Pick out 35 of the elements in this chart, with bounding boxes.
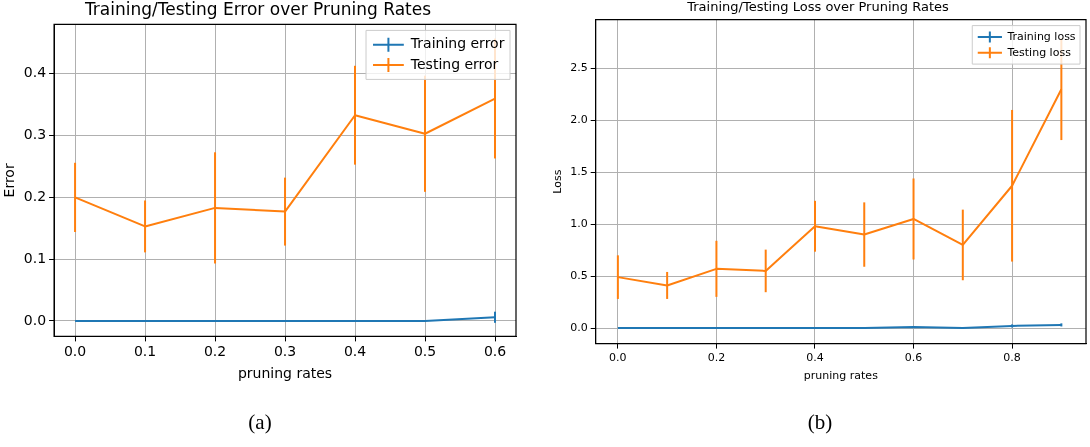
x-tick-label: 0.0: [63, 343, 87, 360]
legend-label: Training error: [409, 35, 505, 52]
y-tick-label: 0.0: [570, 320, 588, 334]
x-tick-label: 0.4: [806, 351, 824, 365]
y-tick-label: 1.5: [570, 165, 588, 179]
x-axis-title: pruning rates: [803, 369, 879, 383]
y-tick-label: 2.5: [570, 61, 588, 75]
y-tick-label: 1.0: [570, 217, 588, 231]
y-tick-label: 0.4: [23, 64, 47, 81]
y-tick-label: 0.0: [23, 311, 47, 328]
x-tick-label: 0.1: [133, 343, 157, 360]
y-axis-title: Loss: [551, 169, 565, 194]
x-tick-label: 0.8: [1003, 351, 1021, 365]
x-tick-label: 0.4: [343, 343, 367, 360]
x-tick-label: 0.2: [203, 343, 227, 360]
x-tick-label: 0.0: [609, 351, 627, 365]
x-tick-label: 0.6: [904, 351, 923, 365]
x-tick-label: 0.5: [413, 343, 437, 360]
legend-label: Testing loss: [1006, 45, 1072, 59]
chart-title: Training/Testing Loss over Pruning Rates: [686, 0, 949, 15]
x-tick-label: 0.3: [273, 343, 297, 360]
x-tick-label: 0.2: [707, 351, 726, 365]
y-tick-label: 2.0: [570, 113, 588, 127]
y-tick-label: 0.1: [23, 249, 47, 266]
y-tick-label: 0.5: [570, 268, 588, 282]
text: (b): [806, 410, 834, 435]
text: (a): [247, 410, 273, 435]
legend-label: Training loss: [1006, 29, 1076, 43]
y-axis-title: Error: [1, 163, 18, 198]
y-tick-label: 0.3: [23, 126, 47, 143]
x-axis-title: pruning rates: [237, 365, 333, 382]
chart-title: Training/Testing Error over Pruning Rates: [83, 0, 432, 19]
legend-label: Testing error: [409, 55, 499, 72]
y-tick-label: 0.2: [23, 188, 47, 205]
x-tick-label: 0.6: [483, 343, 507, 360]
